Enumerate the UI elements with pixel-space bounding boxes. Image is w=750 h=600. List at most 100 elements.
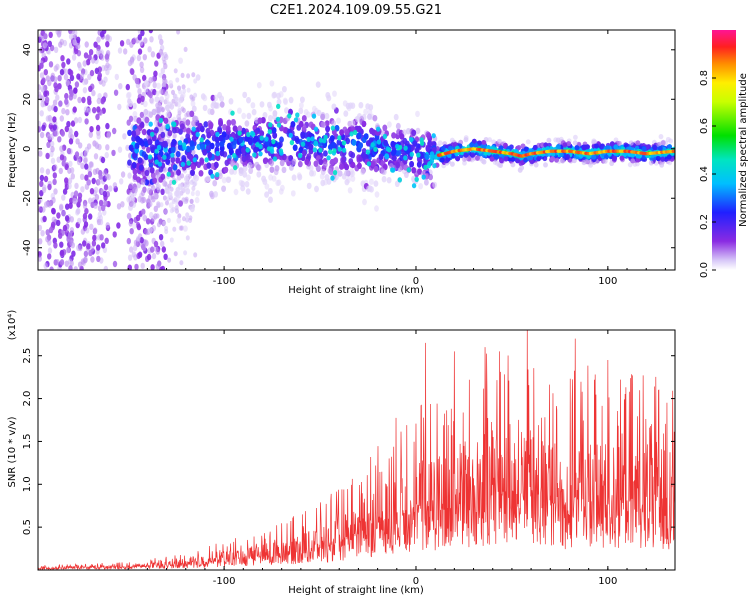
spectrogram-noise-point: [65, 79, 70, 86]
spectrogram-band-point: [314, 185, 319, 193]
spectrogram-noise-point: [143, 37, 148, 44]
spectrogram-band-point: [498, 162, 503, 168]
spectrogram-band-point: [199, 125, 205, 133]
spectrogram-band-point: [412, 140, 418, 147]
spectrogram-band-point: [144, 179, 150, 186]
spectrogram-noise-point: [147, 46, 152, 53]
spectrogram-band-point: [154, 127, 159, 134]
spectrogram-band-point: [203, 121, 209, 128]
spectrogram-band-point: [367, 185, 373, 192]
spectrogram-noise-point: [85, 227, 90, 234]
colorbar-gradient: [712, 30, 736, 270]
spectrogram-noise-point: [97, 72, 103, 79]
spectrogram-noise-point: [93, 202, 98, 209]
spectrogram-band-point: [323, 134, 328, 140]
spectrogram-noise-point: [136, 54, 142, 62]
spectrogram-band-point: [525, 139, 531, 145]
spectrogram-band-point: [248, 167, 254, 174]
spectrogram-band-point: [350, 161, 356, 169]
spectrogram-band-point: [337, 170, 343, 177]
spectrogram-noise-point: [162, 59, 167, 65]
spectrogram-noise-point: [112, 260, 118, 268]
spectrogram-noise-point: [129, 58, 134, 65]
spectrogram-band-point: [219, 149, 225, 157]
spectrogram-noise-point: [68, 128, 74, 136]
spectrogram-band-point: [390, 149, 396, 157]
spectrogram-noise-point: [174, 205, 179, 211]
spectrogram-noise-point: [84, 146, 90, 153]
spectrogram-band-point: [353, 129, 358, 136]
spectrogram-noise-point: [57, 136, 62, 143]
spectrogram-band-point: [264, 183, 270, 190]
spectrogram-band-point: [132, 111, 138, 118]
y-tick-label: -20: [22, 190, 33, 206]
spectrogram-noise-point: [102, 190, 108, 198]
spectrogram-band-point: [298, 146, 304, 154]
spectrogram-band-point: [185, 145, 191, 153]
spectrogram-band-point: [267, 101, 272, 109]
spectrogram-band-point: [594, 143, 599, 149]
x-tick-label: -100: [213, 276, 236, 287]
spectrogram-noise-point: [82, 78, 87, 86]
spectrogram-band-point: [241, 112, 247, 120]
spectrogram-band-point: [237, 107, 242, 114]
spectrogram-noise-point: [179, 260, 184, 266]
spectrogram-band-point: [660, 140, 666, 146]
colorbar: 0.0 0.2 0.4 0.6 0.8 Normalized spectral ampl…: [699, 30, 749, 278]
spectrogram-noise-point: [41, 206, 46, 213]
spectrogram-noise-point: [104, 172, 110, 180]
spectrogram-noise-point: [84, 183, 90, 190]
spectrogram-band-point: [562, 142, 568, 148]
spectrogram-band-point: [473, 143, 479, 149]
spectrogram-band-point: [411, 167, 417, 174]
spectrogram-noise-point: [181, 84, 186, 90]
spectrogram-band-point: [157, 161, 163, 167]
spectrogram-noise-point: [112, 127, 117, 135]
spectrogram-noise-point: [151, 225, 156, 232]
spectrogram-band-point: [365, 103, 371, 110]
spectrogram-noise-point: [60, 130, 65, 137]
spectrogram-noise-point: [176, 102, 181, 108]
spectrogram-band-point: [279, 159, 285, 167]
spectrogram-band-point: [523, 157, 528, 163]
spectrogram-band-point: [497, 138, 502, 145]
spectrogram-band-point: [423, 164, 428, 170]
spectrogram-noise-point: [132, 244, 138, 252]
spectrogram-band-point: [449, 137, 455, 143]
spectrogram-noise-point: [45, 152, 50, 160]
spectrogram-noise-point: [159, 202, 164, 208]
spectrogram-band-point: [613, 137, 619, 143]
spectrogram-noise-point: [88, 49, 94, 56]
spectrogram-noise-point: [160, 265, 166, 270]
spectrogram-noise-point: [101, 204, 106, 212]
spectrogram-noise-point: [84, 163, 89, 170]
spectrogram-band-point: [186, 110, 191, 118]
spectrogram-noise-point: [137, 251, 143, 258]
spectrogram-band-point: [131, 152, 137, 159]
spectrogram-band-point: [667, 144, 672, 150]
spectrogram-noise-point: [101, 30, 107, 35]
spectrogram-band-point: [358, 102, 364, 109]
spectrogram-noise-point: [59, 154, 65, 161]
spectrogram-band-point: [503, 142, 508, 148]
spectrogram-band-point: [331, 103, 337, 110]
spectrogram-band-point: [138, 164, 144, 171]
spectrogram-noise-point: [56, 219, 61, 227]
spectrogram-band-point: [185, 119, 191, 126]
spectrogram-band-point: [259, 101, 265, 108]
colorbar-tick-label: 0.2: [699, 214, 710, 230]
spectrogram-noise-point: [98, 173, 103, 180]
spectrogram-noise-point: [145, 218, 151, 225]
spectrogram-band-point: [470, 152, 476, 158]
spectrogram-band-point: [149, 167, 155, 174]
spectrogram-noise-point: [67, 177, 73, 184]
spectrogram-noise-point: [76, 158, 82, 166]
spectrogram-band-point: [327, 167, 333, 175]
spectrogram-noise-point: [74, 47, 79, 55]
spectrogram-noise-point: [53, 164, 58, 171]
spectrogram-band-point: [370, 142, 375, 148]
spectrogram-noise-point: [72, 106, 77, 113]
spectrogram-band-point: [344, 163, 349, 171]
spectrogram-noise-point: [152, 81, 157, 89]
spectrogram-band-point: [278, 148, 284, 154]
